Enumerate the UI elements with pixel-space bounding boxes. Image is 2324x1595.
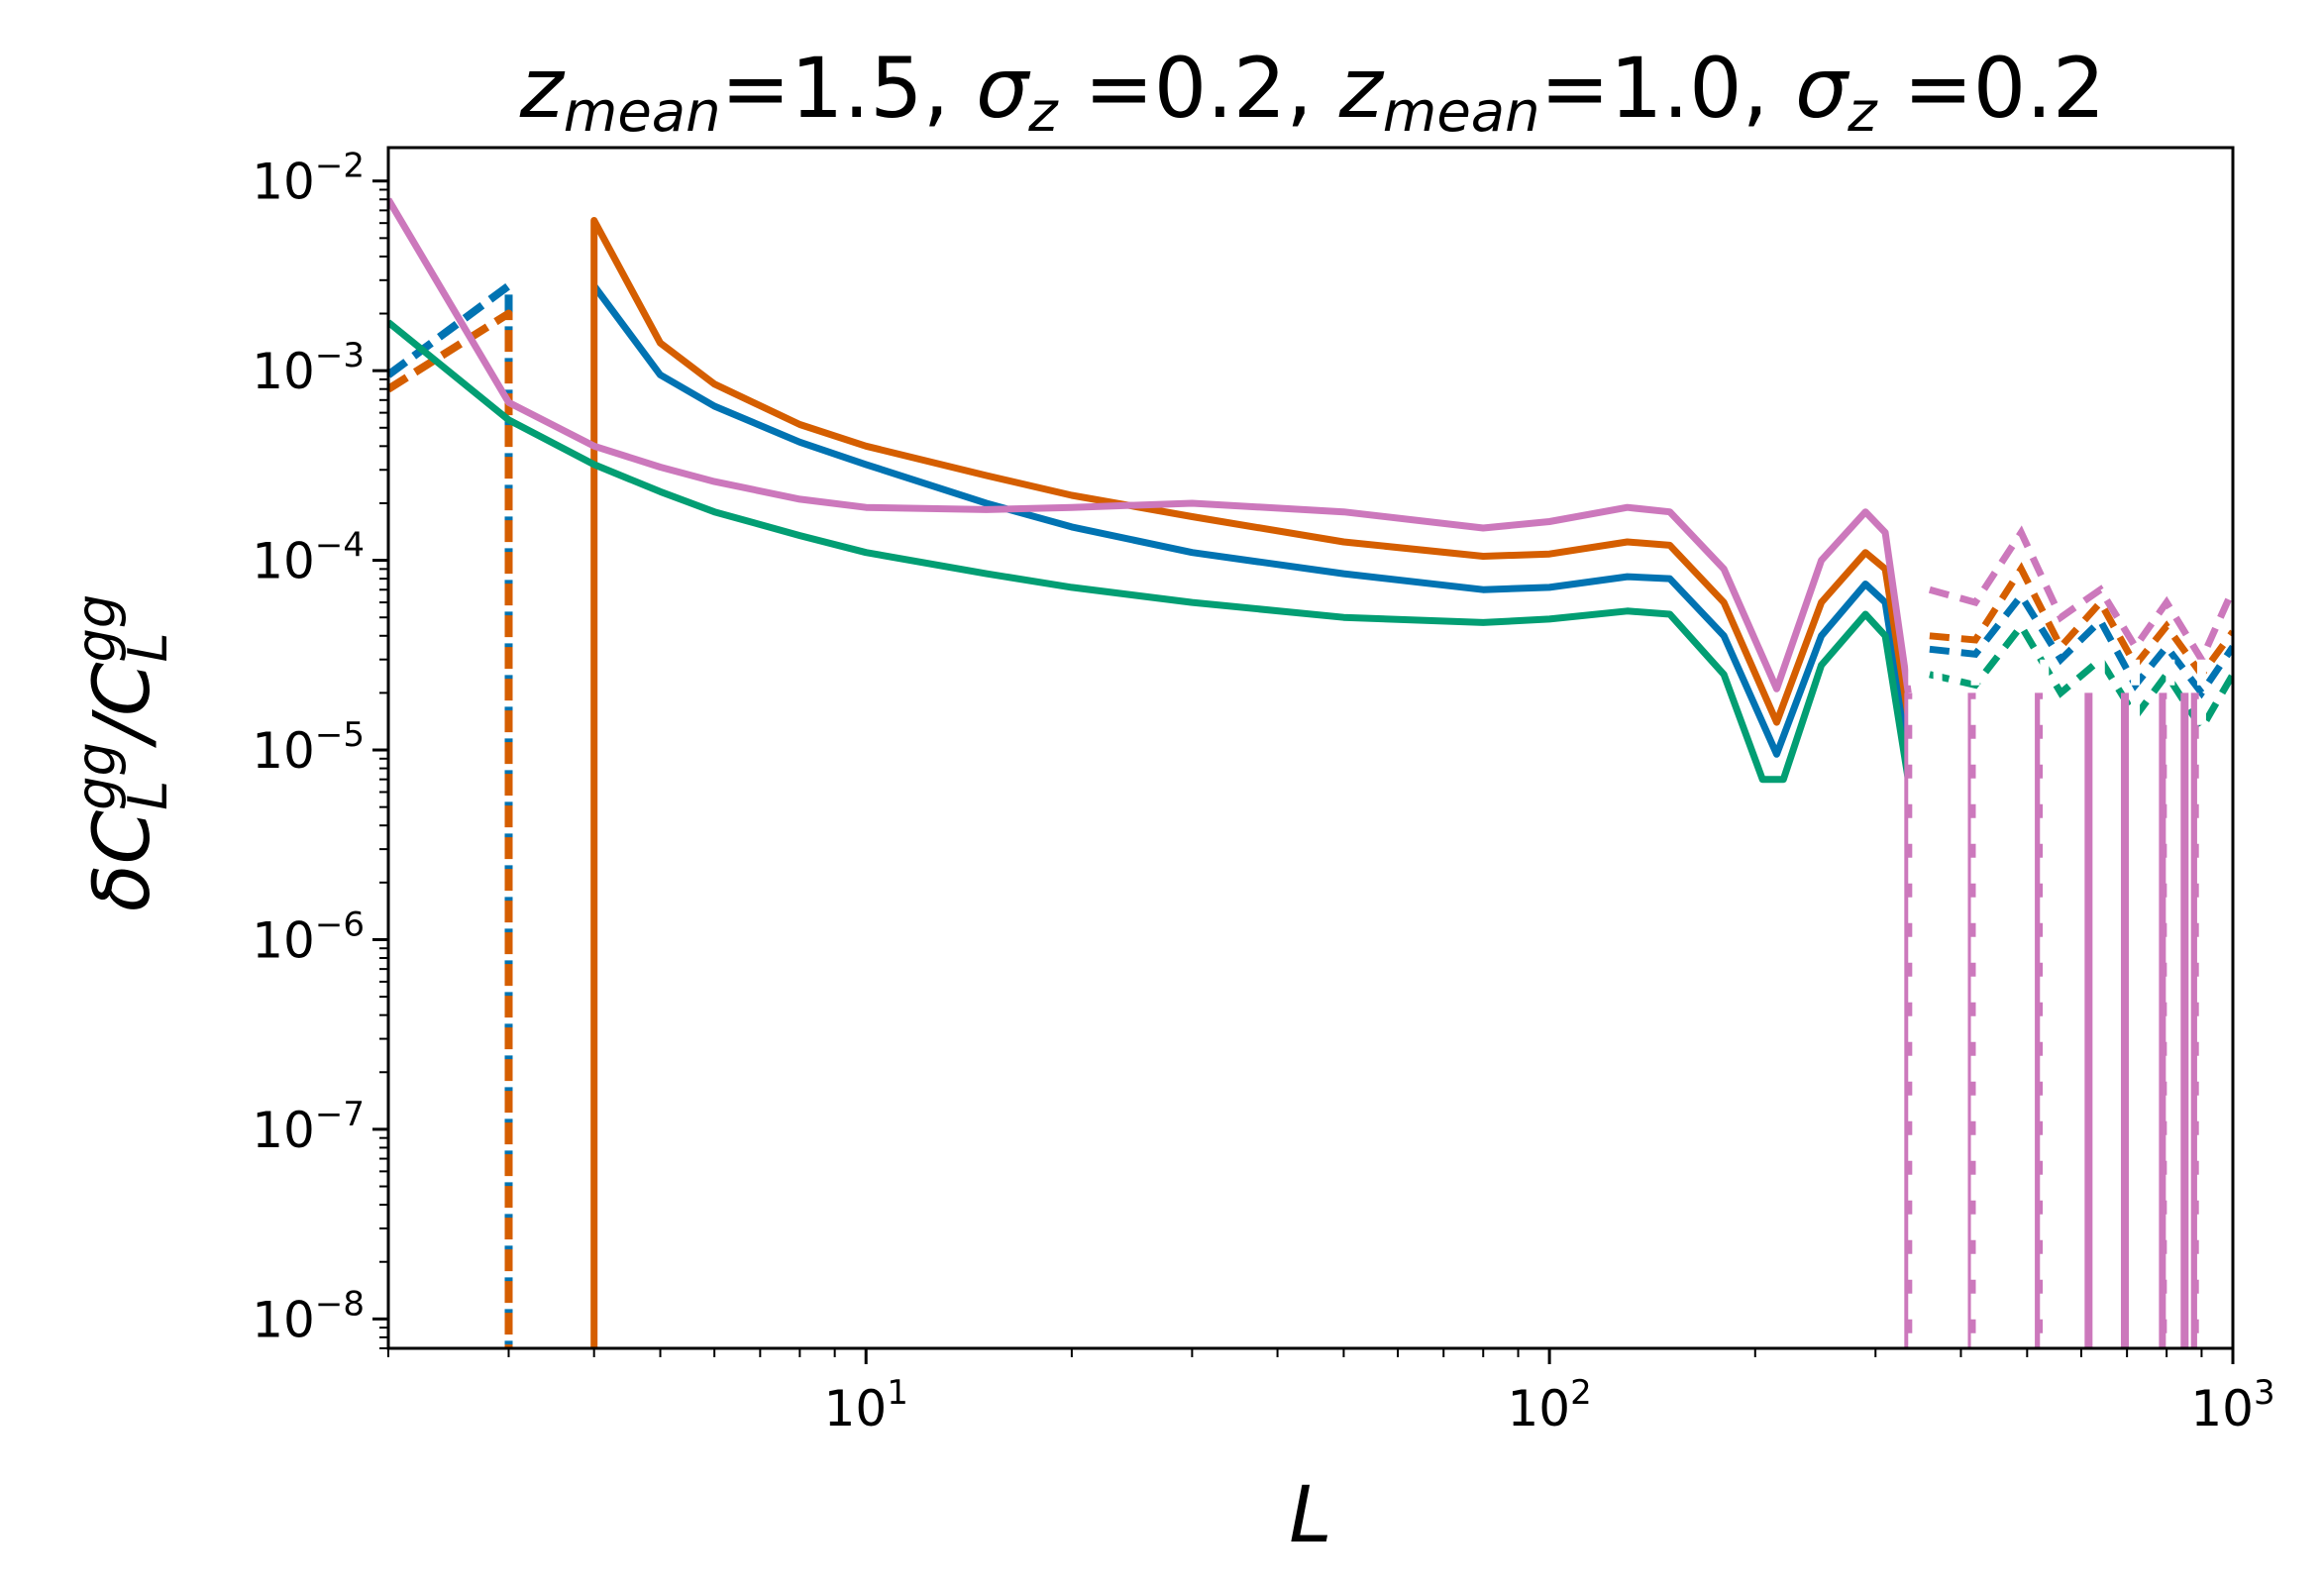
y-axis-label: δCLgg/CLgg <box>65 594 179 911</box>
y-tick-label: 10−3 <box>252 336 365 400</box>
x-tick-label: 101 <box>824 1373 908 1437</box>
y-tick-label: 10−6 <box>252 904 365 969</box>
tick-labels: 101 102 103 10−2 10−3 10−4 10−5 10−6 10−7 10−8 <box>252 147 2274 1437</box>
series-orange-dashed-line <box>388 309 513 1348</box>
y-tick-label: 10−4 <box>252 526 365 590</box>
chart-title: zmean=1.5, σz =0.2, zmean=1.0, σz =0.2 <box>519 40 2106 145</box>
series-blue-line <box>590 283 1912 758</box>
series-green-dashed-tail <box>1929 619 2233 735</box>
y-tick-label: 10−7 <box>252 1095 365 1159</box>
series-orange-dashed-tail <box>1929 562 2233 681</box>
y-tick-label: 10−5 <box>252 715 365 780</box>
series-pink-line <box>388 197 1912 693</box>
series-blue-dashed-line <box>388 281 513 1348</box>
x-axis-label: L <box>1289 1471 1331 1560</box>
y-tick-label: 10−2 <box>252 147 365 211</box>
plot-frame <box>386 146 2235 1350</box>
series-green-line <box>388 319 1912 784</box>
y-tick-label: 10−8 <box>252 1284 365 1348</box>
x-tick-label: 102 <box>1507 1373 1591 1437</box>
x-tick-label: 103 <box>2190 1373 2274 1437</box>
series-orange-line <box>590 217 1912 1348</box>
series-pink-dashed-tail <box>1928 525 2233 668</box>
series-blue-dashed-tail <box>1929 589 2233 699</box>
plot-area <box>388 197 2233 1348</box>
axis-ticks <box>372 179 2235 1364</box>
